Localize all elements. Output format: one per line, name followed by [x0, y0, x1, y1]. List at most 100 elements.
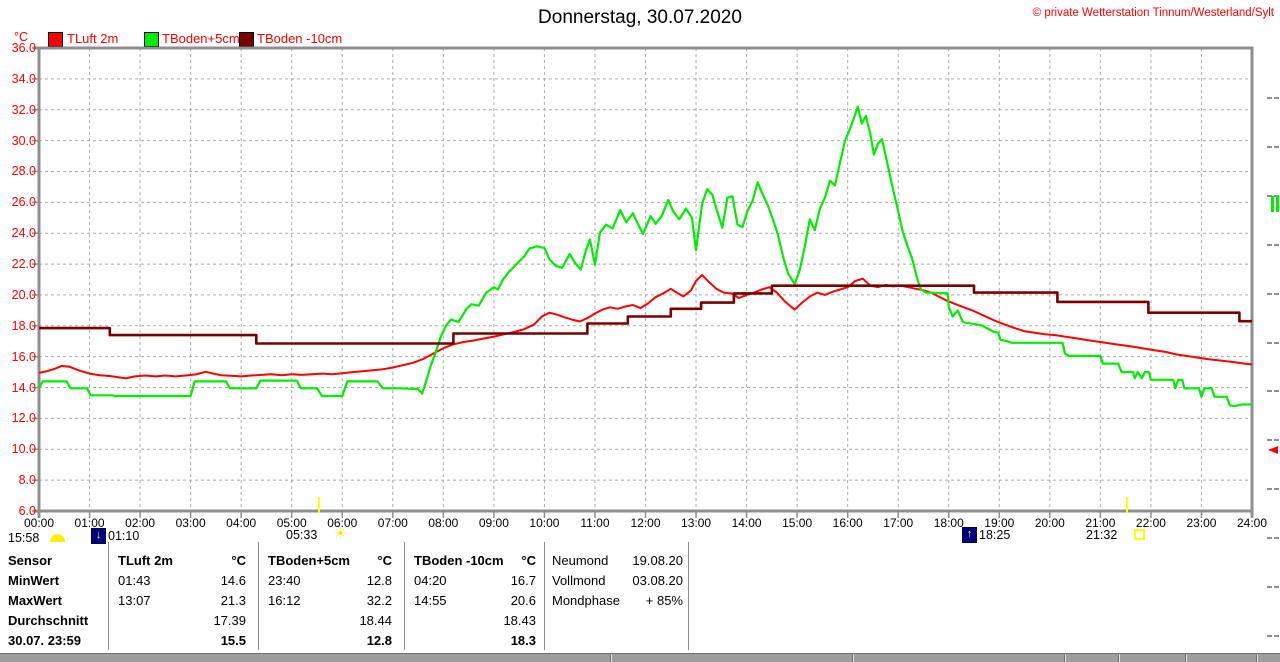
moon-value: 19.08.20 — [632, 553, 683, 568]
x-axis-label: 04:00 — [226, 516, 257, 530]
y-axis-label: 34.0 — [11, 71, 36, 86]
ruler-dash — [1274, 145, 1279, 148]
x-axis-label: 13:00 — [681, 516, 712, 530]
legend-label-tboden10: TBoden -10cm — [257, 31, 343, 46]
moonrise-time: 18:25 — [979, 528, 1011, 542]
status-bar-divider — [1185, 654, 1187, 662]
x-axis-label: 12:00 — [630, 516, 661, 530]
last-value: 12.8 — [366, 633, 392, 648]
status-bar-divider — [1118, 654, 1120, 662]
moon-label: Neumond — [552, 553, 609, 568]
last-value: 15.5 — [220, 633, 246, 648]
max-time: 13:07 — [118, 593, 151, 608]
edge-marker-green-icon — [1276, 196, 1279, 212]
ruler-dash — [1267, 341, 1272, 344]
max-value: 32.2 — [366, 593, 392, 608]
sunrise-sun-icon: ☀ — [334, 525, 347, 541]
moon-value: + 85% — [645, 593, 683, 608]
table-separator — [544, 542, 545, 650]
x-axis-label: 07:00 — [377, 516, 408, 530]
ruler-dash — [1274, 537, 1279, 540]
ruler-dash — [1267, 243, 1272, 246]
x-axis-label: 17:00 — [883, 516, 914, 530]
copyright-notice: © private Wetterstation Tinnum/Westerlan… — [1032, 7, 1274, 19]
col-unit: °C — [231, 553, 246, 568]
col-unit: °C — [377, 553, 392, 568]
x-axis-label: 08:00 — [428, 516, 459, 530]
y-axis-label: 16.0 — [11, 349, 36, 364]
y-axis-label: 18.0 — [11, 318, 36, 333]
ruler-dash — [1274, 634, 1279, 637]
x-axis-label: 24:00 — [1236, 516, 1268, 530]
table-separator — [688, 542, 689, 650]
min-value: 16.7 — [510, 573, 536, 588]
x-axis-label: 09:00 — [478, 516, 509, 530]
ruler-dash — [1267, 439, 1272, 442]
ruler-dash — [1267, 488, 1272, 491]
col-header: TBoden -10cm — [414, 553, 504, 568]
table-separator — [404, 542, 405, 650]
last-value: 18.3 — [510, 633, 536, 648]
y-axis-label: 36.0 — [11, 41, 36, 55]
col-header: TLuft 2m — [118, 553, 173, 568]
sunset-time: 21:32 — [1086, 528, 1118, 542]
ruler-dash — [1267, 537, 1272, 540]
ruler-dash — [1267, 194, 1272, 197]
x-axis-label: 06:00 — [327, 516, 358, 530]
max-time: 14:55 — [414, 593, 447, 608]
ruler-dash — [1267, 586, 1272, 588]
moon-label: Mondphase — [552, 593, 620, 608]
y-axis-label: 32.0 — [11, 102, 36, 117]
sunset-sun-icon — [1134, 529, 1145, 540]
ruler-dash — [1267, 145, 1272, 148]
ruler-dash — [1274, 194, 1279, 197]
moonset-time: 01:10 — [108, 529, 140, 543]
row-label: Sensor — [8, 553, 53, 568]
moon-dome-icon — [50, 534, 65, 542]
x-axis-label: 16:00 — [832, 516, 863, 530]
x-axis-label: 10:00 — [529, 516, 560, 530]
min-time: 01:43 — [118, 573, 151, 588]
series-tluft-2m — [38, 273, 1253, 380]
sunset-line — [1126, 497, 1128, 513]
row-label: MaxWert — [8, 593, 62, 608]
x-axis-label: 20:00 — [1034, 516, 1065, 530]
x-axis-label: 14:00 — [731, 516, 762, 530]
max-time: 16:12 — [268, 593, 301, 608]
ruler-dash — [1267, 634, 1272, 637]
table-separator — [258, 542, 259, 650]
x-axis-label: 03:00 — [175, 516, 206, 530]
legend-label-tluft: TLuft 2m — [67, 31, 119, 46]
moon-value: 03.08.20 — [632, 573, 683, 588]
y-axis-label: 30.0 — [11, 133, 36, 148]
status-bar — [0, 653, 1280, 662]
ruler-dash — [1267, 390, 1272, 393]
ruler-dash — [1274, 97, 1279, 99]
x-axis-label: 02:00 — [125, 516, 156, 530]
avg-value: 18.43 — [503, 613, 536, 628]
y-axis-label: 26.0 — [11, 195, 36, 210]
col-header: TBoden+5cm — [268, 553, 350, 568]
x-axis-label: 19:00 — [984, 516, 1015, 530]
moon-label: Vollmond — [552, 573, 606, 588]
temperature-chart — [32, 46, 1254, 518]
ruler-dash — [1274, 341, 1279, 344]
y-axis-label: 8.0 — [18, 473, 36, 488]
x-axis-label: 11:00 — [580, 516, 610, 530]
moonrise-icon: ↑ — [962, 527, 977, 543]
status-bar-divider — [852, 654, 854, 662]
x-axis-label: 23:00 — [1186, 516, 1217, 530]
sunrise-time: 05:33 — [286, 528, 318, 542]
x-axis-label: 15:00 — [782, 516, 813, 530]
x-axis-label: 18:00 — [933, 516, 964, 530]
y-axis-label: 10.0 — [11, 442, 36, 457]
avg-value: 17.39 — [213, 613, 246, 628]
series-tboden-5cm — [38, 105, 1252, 408]
page-title: Donnerstag, 30.07.2020 — [538, 7, 742, 28]
min-time: 23:40 — [268, 573, 301, 588]
ruler-dash — [1274, 292, 1279, 295]
ruler-dash — [1274, 586, 1279, 588]
row-label: MinWert — [8, 573, 60, 588]
row-label: Durchschnitt — [8, 613, 89, 628]
